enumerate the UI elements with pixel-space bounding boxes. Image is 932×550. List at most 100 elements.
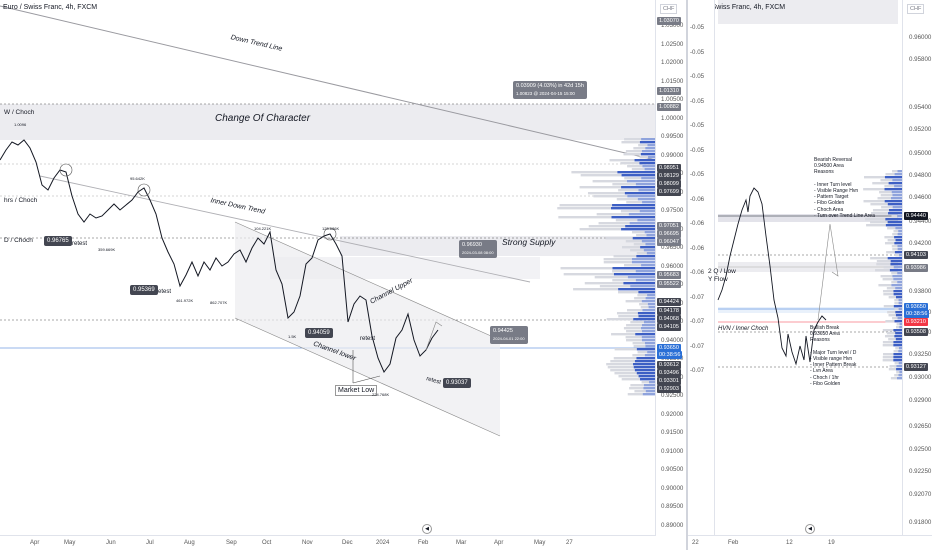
volume-bar — [633, 147, 646, 150]
price-marker[interactable]: 0.93210 — [904, 318, 928, 326]
price-axis[interactable]: CHF 1.03000 1.02500 1.02000 1.01500 1.00500 1… — [655, 0, 686, 536]
price-marker[interactable]: 0.94068 — [657, 315, 681, 323]
volume-bar — [886, 332, 896, 335]
price-tag[interactable]: 0.94059 — [305, 328, 333, 338]
volume-bar — [640, 378, 655, 381]
price-marker[interactable]: 0.94178 — [657, 307, 681, 315]
price-marker[interactable]: 1.03070 — [657, 17, 681, 25]
price-marker[interactable]: 0.94440 — [904, 212, 928, 220]
volume-bar — [894, 335, 902, 338]
volume-bar — [887, 203, 902, 206]
volume-bar — [894, 308, 899, 311]
price-marker[interactable]: 1.00882 — [657, 103, 681, 111]
volume-bar — [626, 330, 642, 333]
price-marker[interactable]: 00:38:56 — [657, 351, 683, 359]
left-scale-axis[interactable]: -0.05 -0.05 -0.05 -0.05 -0.05 -0.05 -0.05 -0.06… — [688, 0, 715, 536]
volume-bar — [613, 357, 637, 360]
volume-bar — [885, 218, 902, 221]
price-axis[interactable]: CHF 0.96000 0.95800 0.95400 0.95200 0.95000 0… — [902, 0, 932, 536]
currency-label[interactable]: CHF — [907, 4, 925, 14]
scale-axis-label: -0.05 — [690, 24, 705, 31]
volume-bar — [645, 297, 655, 300]
volume-profile — [863, 170, 902, 380]
right-chart-canvas[interactable] — [688, 0, 932, 550]
measure-info-box[interactable]: 0.03909 (4.03%) in 42d 15h 1.00823 @ 202… — [513, 81, 587, 99]
price-marker[interactable]: 0.94424 — [657, 298, 681, 306]
time-axis[interactable]: 22 Feb 12 19 — [688, 535, 932, 550]
price-marker[interactable]: 0.95683 — [657, 271, 681, 279]
price-marker[interactable]: 0.98099 — [657, 180, 681, 188]
price-tag[interactable]: 0.95369 — [130, 285, 158, 295]
price-marker[interactable]: 0.98129 — [657, 172, 681, 180]
price-axis-label: 0.97500 — [661, 207, 684, 214]
price-marker[interactable]: 0.92903 — [657, 385, 681, 393]
volume-bar — [626, 201, 643, 204]
price-marker[interactable]: 0.93650 — [657, 344, 681, 352]
price-marker[interactable]: 1.01310 — [657, 87, 681, 95]
scale-axis-label: -0.06 — [690, 220, 705, 227]
price-marker[interactable]: 0.94105 — [657, 323, 681, 331]
price-marker[interactable]: 0.93496 — [657, 369, 681, 377]
currency-label[interactable]: CHF — [660, 4, 678, 14]
price-info-box[interactable]: 0.94425 2024-04-01 22:00 — [490, 326, 528, 344]
volume-bar — [630, 285, 655, 288]
right-chart-panel[interactable]: Euro / Swiss Franc, 4h, FXCM -0.05 -0.05-… — [688, 0, 932, 550]
volume-bar — [641, 327, 655, 330]
volume-bar — [618, 288, 655, 291]
volume-bar — [627, 165, 643, 168]
time-axis-label: Feb — [418, 540, 429, 546]
time-axis-label: Nov — [302, 540, 313, 546]
volume-bar — [638, 315, 655, 318]
price-info-box[interactable]: 0.96930 2024-03-08 08:00 — [459, 240, 497, 258]
scale-axis-label: -0.06 — [690, 195, 705, 203]
price-marker[interactable]: 0.93650 — [904, 303, 928, 311]
volume-bar — [882, 278, 894, 281]
price-marker[interactable]: 0.96695 — [657, 230, 681, 238]
price-marker[interactable]: 0.98951 — [657, 164, 681, 172]
panel-divider[interactable] — [686, 0, 688, 550]
price-marker[interactable]: 0.93986 — [904, 264, 928, 272]
price-marker[interactable]: 0.95522 — [657, 280, 681, 288]
volume-bar — [898, 308, 902, 311]
price-tag[interactable]: 0.96765 — [44, 236, 72, 246]
volume-bar — [621, 246, 641, 249]
volume-bar — [897, 272, 902, 275]
volume-bar — [598, 222, 630, 225]
price-axis-label: 0.95400 — [909, 104, 932, 111]
market-low-label: Market Low — [335, 385, 378, 396]
price-marker[interactable]: 0.97051 — [657, 222, 681, 230]
price-marker[interactable]: 0.96047 — [657, 238, 681, 246]
price-axis-label: 1.01500 — [661, 77, 684, 85]
price-axis-label: 0.96500 — [661, 244, 684, 251]
volume-bar — [626, 324, 642, 327]
price-marker[interactable]: 0.94103 — [904, 251, 928, 259]
volume-bar — [641, 240, 655, 243]
volume-bar — [620, 210, 640, 213]
scroll-to-realtime-icon[interactable]: ◀ — [805, 524, 815, 534]
projection-line — [817, 223, 839, 321]
price-marker[interactable]: 0.97699 — [657, 188, 681, 196]
volume-bar — [603, 258, 632, 261]
volume-bar — [899, 371, 902, 374]
volume-bar — [639, 162, 655, 165]
volume-bar — [631, 258, 655, 261]
time-axis-label: Jul — [146, 540, 154, 546]
price-marker[interactable]: 00:38:56 — [904, 310, 930, 318]
price-marker[interactable]: 0.93127 — [904, 363, 928, 371]
volume-bar — [605, 237, 633, 240]
volume-bar — [558, 216, 612, 219]
price-marker[interactable]: 0.93301 — [657, 377, 681, 385]
volume-bar — [893, 293, 902, 296]
price-tag[interactable]: 0.93037 — [443, 378, 471, 388]
scroll-to-realtime-icon[interactable]: ◀ — [422, 524, 432, 534]
price-info-line: 0.96930 — [462, 242, 482, 248]
volume-bar — [891, 281, 898, 284]
volume-bar — [633, 318, 655, 321]
volume-bar — [882, 356, 894, 359]
volume-bar — [897, 215, 902, 218]
time-axis[interactable]: Apr May Jun Jul Aug Sep Oct Nov Dec 2024 Feb Mar Apr… — [0, 535, 655, 550]
left-chart-panel[interactable]: Euro / Swiss Franc, 4h, FXCM CHF 1.03000… — [0, 0, 686, 550]
price-marker[interactable]: 0.93612 — [657, 361, 681, 369]
price-marker[interactable]: 0.93508 — [904, 328, 928, 336]
left-chart-canvas[interactable] — [0, 0, 686, 550]
